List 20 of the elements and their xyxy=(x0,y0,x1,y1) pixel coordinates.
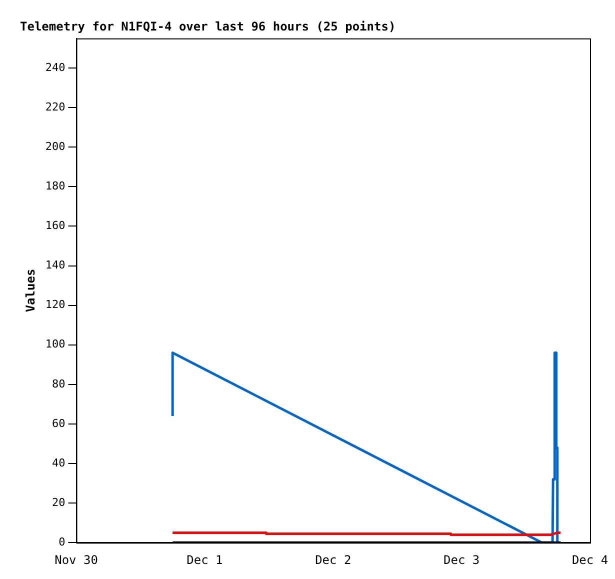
y-tick-label: 200 xyxy=(45,140,66,154)
chart-title: Telemetry for N1FQI-4 over last 96 hours (25 points) xyxy=(20,19,396,34)
y-tick-label: 240 xyxy=(45,60,66,74)
x-tick-label: Dec 3 xyxy=(444,552,480,567)
x-tick-label: Dec 4 xyxy=(572,552,608,567)
y-tick-label: 220 xyxy=(45,100,66,114)
y-tick-label: 100 xyxy=(45,338,66,351)
y-tick-label: 20 xyxy=(52,496,66,509)
y-tick-label: 160 xyxy=(45,219,66,232)
y-tick-label: 120 xyxy=(45,298,66,312)
x-tick-label: Dec 2 xyxy=(315,552,352,567)
x-tick-label: Nov 30 xyxy=(54,552,98,567)
y-tick-label: 140 xyxy=(45,258,66,272)
y-axis-title: Values xyxy=(23,268,38,312)
x-tick-label: Dec 1 xyxy=(186,552,223,567)
y-tick-label: 0 xyxy=(58,535,66,548)
y-tick-label: 80 xyxy=(52,377,66,390)
y-tick-label: 60 xyxy=(52,416,66,430)
y-tick-label: 180 xyxy=(45,180,66,193)
y-tick-label: 40 xyxy=(52,456,66,470)
